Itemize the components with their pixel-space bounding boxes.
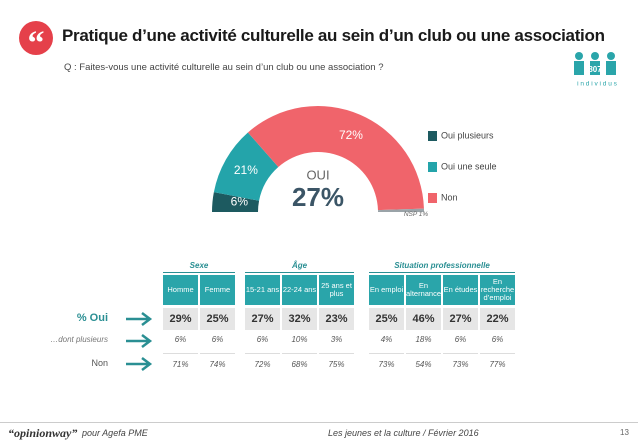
data-label: 6% — [231, 195, 249, 209]
question: Q : Faites-vous une activité culturelle … — [64, 62, 384, 73]
row-arrow — [126, 334, 153, 348]
column-header: En alternance — [406, 275, 441, 305]
row-arrow — [126, 357, 153, 371]
table-cell: 77% — [480, 353, 515, 376]
data-label: NSP 1% — [404, 211, 429, 218]
page-number: 13 — [620, 428, 629, 437]
legend-swatch — [428, 193, 437, 203]
column-header: En recherche d’emploi — [480, 275, 515, 305]
table-cell: 22% — [480, 308, 515, 330]
legend-swatch — [428, 162, 437, 172]
donut-segment — [377, 208, 424, 212]
donut-segment — [247, 105, 424, 211]
group-header: Âge — [245, 261, 354, 273]
row-label: Non — [91, 358, 108, 368]
people-icon — [574, 52, 616, 75]
table-cell: 23% — [319, 308, 354, 330]
column-header: 15-21 ans — [245, 275, 280, 305]
table-cell: 46% — [406, 308, 441, 330]
study: Les jeunes et la culture / Février 2016 — [328, 428, 479, 438]
table-cell: 25% — [200, 308, 235, 330]
row-label: % Oui — [76, 312, 108, 324]
legend-label: Oui plusieurs — [441, 130, 494, 140]
table-cell: 32% — [282, 308, 317, 330]
sample-unit: i n d i v i d u s — [577, 81, 617, 88]
quote-badge: “ — [19, 21, 53, 62]
brand: “opinionway” — [8, 426, 78, 440]
donut-segment — [212, 192, 260, 212]
table-cell: 27% — [443, 308, 478, 330]
client: pour Agefa PME — [82, 428, 148, 438]
table-cell: 29% — [163, 308, 198, 330]
column-header: 25 ans et plus — [319, 275, 354, 305]
table-cell: 6% — [256, 335, 269, 344]
table-cell: 27% — [245, 308, 280, 330]
legend-label: Oui une seule — [441, 161, 497, 171]
footer: “opinionway” pour Agefa PME Les jeunes e… — [0, 422, 638, 442]
column-header: En emploi — [369, 275, 404, 305]
row-label: …dont plusieurs — [50, 335, 108, 344]
table-cell: 75% — [319, 353, 354, 376]
legend-label: Non — [441, 192, 458, 202]
table-cell: 3% — [330, 335, 343, 344]
center-label: OUI — [306, 167, 329, 182]
table-cell: 68% — [282, 353, 317, 376]
slide-title: Pratique d’une activité culturelle au se… — [62, 26, 605, 45]
data-label: 72% — [339, 128, 363, 142]
table-cell: 4% — [380, 335, 393, 344]
sample-icon: 807 i n d i v i d u s — [574, 52, 618, 88]
center-value: 27% — [292, 182, 344, 212]
sample-size: 807 — [588, 65, 602, 74]
data-label: 21% — [234, 163, 258, 177]
table-cell: 74% — [200, 353, 235, 376]
group-header: Situation professionnelle — [369, 261, 515, 273]
group-header: Sexe — [163, 261, 235, 273]
table-cell: 25% — [369, 308, 404, 330]
table-cell: 73% — [369, 353, 404, 376]
column-header: Femme — [200, 275, 235, 305]
table-cell: 6% — [491, 335, 504, 344]
column-header: En études — [443, 275, 478, 305]
table-cell: 72% — [245, 353, 280, 376]
table-cell: 18% — [415, 335, 432, 344]
table-cell: 73% — [443, 353, 478, 376]
column-header: Homme — [163, 275, 198, 305]
table-cell: 6% — [454, 335, 467, 344]
row-arrow — [126, 312, 153, 326]
table-cell: 6% — [174, 335, 187, 344]
legend-swatch — [428, 131, 437, 141]
table-cell: 10% — [291, 335, 308, 344]
table-cell: 71% — [163, 353, 198, 376]
table-cell: 54% — [406, 353, 441, 376]
donut-segment — [213, 132, 279, 201]
column-header: 22-24 ans — [282, 275, 317, 305]
table-cell: 6% — [211, 335, 224, 344]
